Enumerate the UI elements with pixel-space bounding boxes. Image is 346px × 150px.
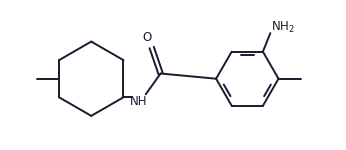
Text: NH: NH xyxy=(129,94,147,108)
Text: NH$_2$: NH$_2$ xyxy=(271,20,295,35)
Text: O: O xyxy=(143,31,152,44)
